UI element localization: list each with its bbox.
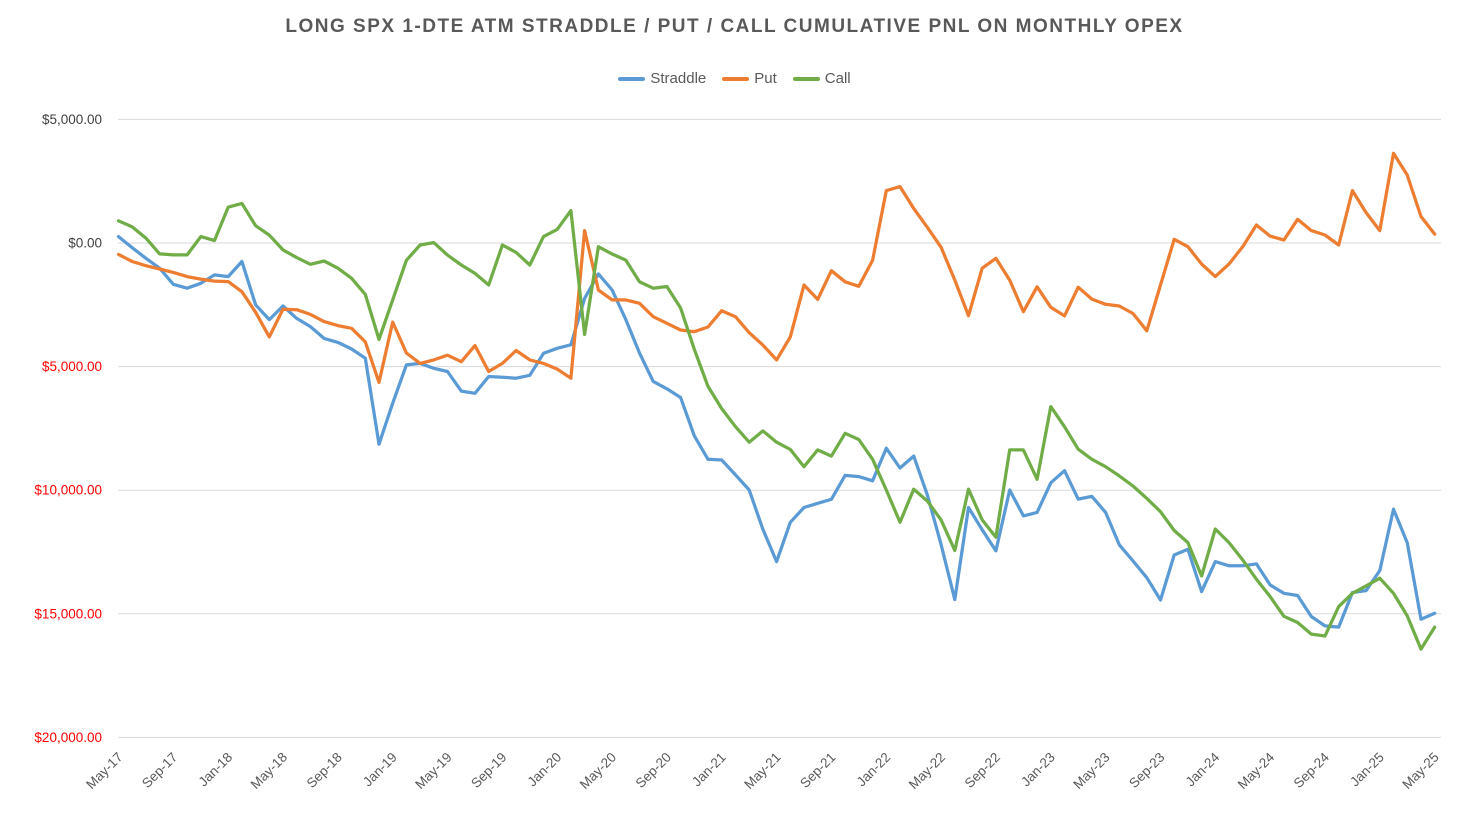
- x-axis-label: Jan-19: [360, 750, 400, 790]
- x-axis-label: Jan-20: [525, 750, 565, 790]
- x-axis-label: Sep-18: [304, 750, 345, 791]
- legend-label-put: Put: [754, 70, 777, 87]
- legend-swatch-call: [792, 76, 820, 81]
- x-axis-label: Sep-19: [468, 750, 509, 791]
- y-axis-label: $10,000.00: [34, 483, 102, 498]
- legend-item-call: Call: [792, 70, 851, 87]
- series-line-put: [116, 151, 1437, 385]
- x-axis-label: Sep-20: [633, 750, 674, 791]
- legend-item-straddle: Straddle: [618, 70, 706, 87]
- x-axis-label: May-23: [1070, 750, 1112, 792]
- y-axis-label: $15,000.00: [34, 606, 102, 621]
- x-axis-label: Jan-25: [1347, 750, 1387, 790]
- legend-label-straddle: Straddle: [650, 70, 707, 87]
- x-axis-label: May-24: [1235, 749, 1278, 792]
- legend: Straddle Put Call: [0, 70, 1469, 87]
- x-axis-label: Jan-24: [1183, 749, 1223, 789]
- series-line-call: [116, 201, 1437, 651]
- legend-swatch-put: [722, 76, 750, 81]
- x-axis-label: May-18: [248, 750, 290, 792]
- x-axis-label: Sep-17: [139, 750, 180, 791]
- legend-item-put: Put: [722, 70, 777, 87]
- x-axis-label: Jan-18: [196, 750, 236, 790]
- x-axis-label: Jan-21: [689, 750, 729, 790]
- x-axis-label: Jan-22: [854, 750, 894, 790]
- x-axis-label: Sep-22: [962, 750, 1003, 791]
- x-axis-label: May-21: [741, 750, 783, 792]
- x-axis-label: May-17: [83, 750, 125, 792]
- x-axis-label: May-22: [906, 750, 948, 792]
- x-axis-label: May-25: [1399, 750, 1441, 792]
- y-axis-label: $0.00: [68, 236, 102, 251]
- chart-title: LONG SPX 1-DTE ATM STRADDLE / PUT / CALL…: [285, 16, 1184, 37]
- x-axis-label: Sep-23: [1126, 750, 1167, 791]
- x-axis-label: May-20: [577, 750, 619, 792]
- legend-swatch-straddle: [618, 76, 646, 81]
- x-axis-label: May-19: [412, 750, 454, 792]
- legend-label-call: Call: [824, 70, 851, 87]
- y-axis-label: $5,000.00: [42, 359, 102, 374]
- x-axis-label: Jan-23: [1018, 750, 1058, 790]
- x-axis-label: Sep-24: [1291, 749, 1333, 791]
- y-axis-label: $20,000.00: [34, 730, 102, 745]
- y-axis-label: $5,000.00: [42, 112, 102, 127]
- series-line-straddle: [116, 234, 1437, 629]
- x-axis-label: Sep-21: [797, 750, 838, 791]
